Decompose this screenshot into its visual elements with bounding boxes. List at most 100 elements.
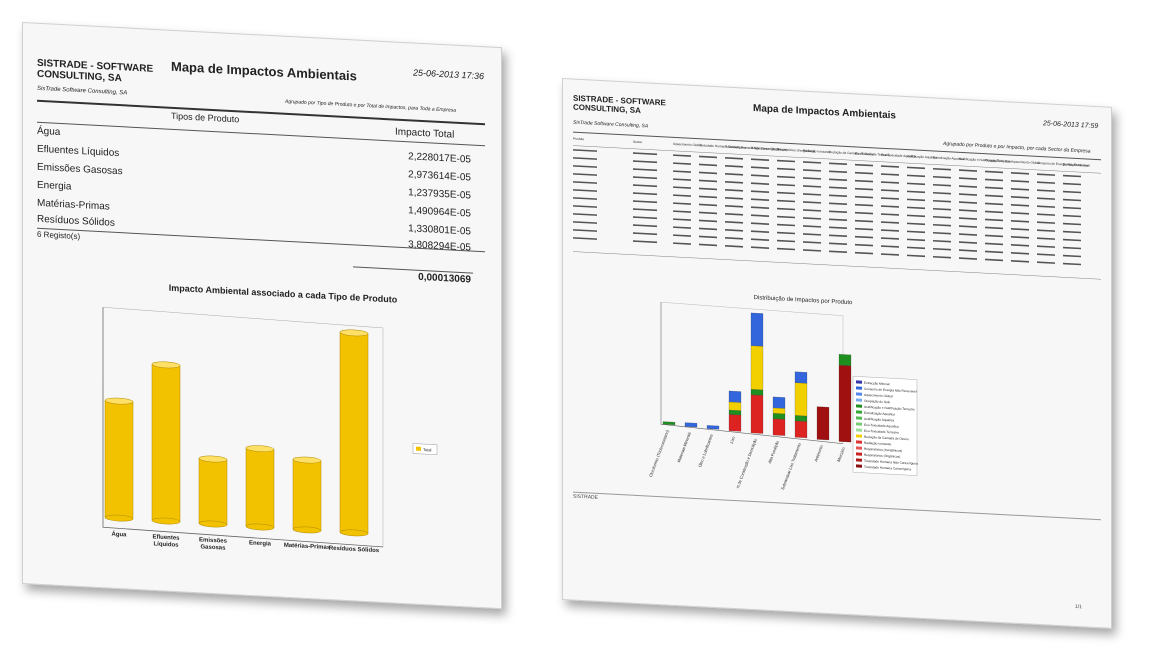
table-header: Produto (573, 137, 584, 142)
table-cell (573, 189, 597, 192)
table-cell (573, 229, 597, 232)
record-count: 6 Registo(s) (37, 229, 81, 242)
grouping-text: Agrupado por Tipo de Produto e por Total… (285, 98, 457, 114)
legend-swatch (856, 392, 862, 396)
category-label: Garrafão Sobrandear Lixo Tratamento (774, 441, 802, 506)
bar-segment (816, 406, 830, 441)
table-cell (933, 167, 951, 171)
table-cell (933, 175, 951, 179)
table-cell (1063, 182, 1081, 186)
row-value: 1,490964E-05 (408, 205, 471, 220)
row-value: 2,973614E-05 (408, 169, 471, 184)
table-cell (777, 183, 795, 187)
table-cell (1063, 214, 1081, 218)
legend-label: Extracção Mineral (864, 381, 890, 386)
bar-segment (772, 396, 786, 409)
table-cell (907, 190, 925, 194)
table-cell (959, 209, 977, 212)
bar-segment (794, 371, 808, 384)
bar-bottom (339, 529, 369, 537)
bar-top (245, 445, 275, 453)
table-cell (751, 158, 769, 161)
stacked-bar-3 (728, 390, 742, 432)
table-cell (1037, 221, 1055, 224)
table-cell (829, 234, 847, 238)
category-label: Alta Fundição (767, 439, 780, 464)
bar-body (151, 363, 181, 523)
table-cell (777, 247, 795, 251)
legend-label: Respiratórios (Orgânicos) (864, 453, 900, 459)
legend-swatch (856, 410, 862, 414)
table-cell (777, 199, 795, 203)
legend-swatch (856, 398, 862, 402)
table-cell (633, 216, 657, 220)
table-cell (881, 253, 899, 256)
table-cell (907, 206, 925, 210)
impact-chart: Impacto Ambiental associado a cada Tipo … (83, 276, 483, 587)
table-cell (881, 181, 899, 184)
table-cell (881, 205, 899, 208)
legend-swatch (856, 464, 862, 468)
table-cell (881, 245, 899, 248)
table-cell (803, 193, 821, 196)
table-cell (633, 208, 657, 212)
table-cell (803, 249, 821, 252)
table-cell (933, 183, 951, 187)
table-cell (751, 206, 769, 209)
bar-top (151, 361, 181, 369)
company-subtitle: SisTrade Software Consulting, SA (573, 119, 649, 130)
table-cell (933, 191, 951, 195)
legend-label: Toxicidade Humana Cancerígena (864, 465, 911, 471)
table-cell (829, 210, 847, 214)
table-cell (751, 182, 769, 185)
legend-label: Eco-Toxicidade Aquática (864, 423, 899, 429)
table-cell (777, 207, 795, 211)
table-cell (673, 234, 691, 237)
table-cell (959, 233, 977, 236)
table-cell (751, 238, 769, 241)
bar-3 (245, 445, 275, 531)
table-cell (725, 221, 743, 224)
table-cell (633, 224, 657, 228)
bar-segment (706, 425, 720, 430)
table-cell (673, 178, 691, 181)
row-name: Resíduos Sólidos (37, 213, 115, 229)
chart-title: Distribuição de Impactos por Produto (754, 295, 853, 306)
table-cell (1037, 189, 1055, 192)
table-cell (725, 173, 743, 176)
table-cell (907, 214, 925, 218)
table-cell (777, 215, 795, 219)
stacked-bar-0 (662, 421, 676, 426)
table-cell (933, 199, 951, 203)
table-cell (633, 184, 657, 188)
table-cell (1037, 237, 1055, 240)
table-header: Toxicidade Humana Não Cancerígena (725, 145, 779, 152)
bar-segment (728, 409, 742, 416)
table-cell (699, 211, 717, 215)
table-header: Redução da Camada de Ozono (829, 150, 874, 156)
footer-page: 1/1 (1075, 603, 1082, 611)
table-cell (1037, 261, 1055, 264)
table-cell (829, 162, 847, 166)
table-cell (699, 171, 717, 175)
bar-4 (292, 456, 322, 534)
bar-2 (198, 455, 228, 528)
table-cell (933, 247, 951, 251)
report-page-left: SISTRADE - SOFTWARE CONSULTING, SA Mapa … (22, 22, 502, 610)
bar-segment (772, 407, 786, 414)
table-cell (633, 152, 657, 156)
table-cell (803, 217, 821, 220)
legend-swatch (856, 458, 862, 462)
category-label: Antimonio (813, 443, 824, 462)
table-cell (751, 214, 769, 217)
table-cell (985, 202, 1003, 206)
table-header: Aquecimento Global (1011, 160, 1040, 166)
table-cell (855, 235, 873, 239)
bar-segment (684, 422, 698, 428)
bar-bottom (245, 523, 275, 531)
table-cell (985, 226, 1003, 230)
stacked-bar-2 (706, 425, 720, 430)
legend-swatch (856, 452, 862, 456)
category-label: Lixo (729, 435, 736, 444)
category-label: Água (112, 531, 128, 539)
